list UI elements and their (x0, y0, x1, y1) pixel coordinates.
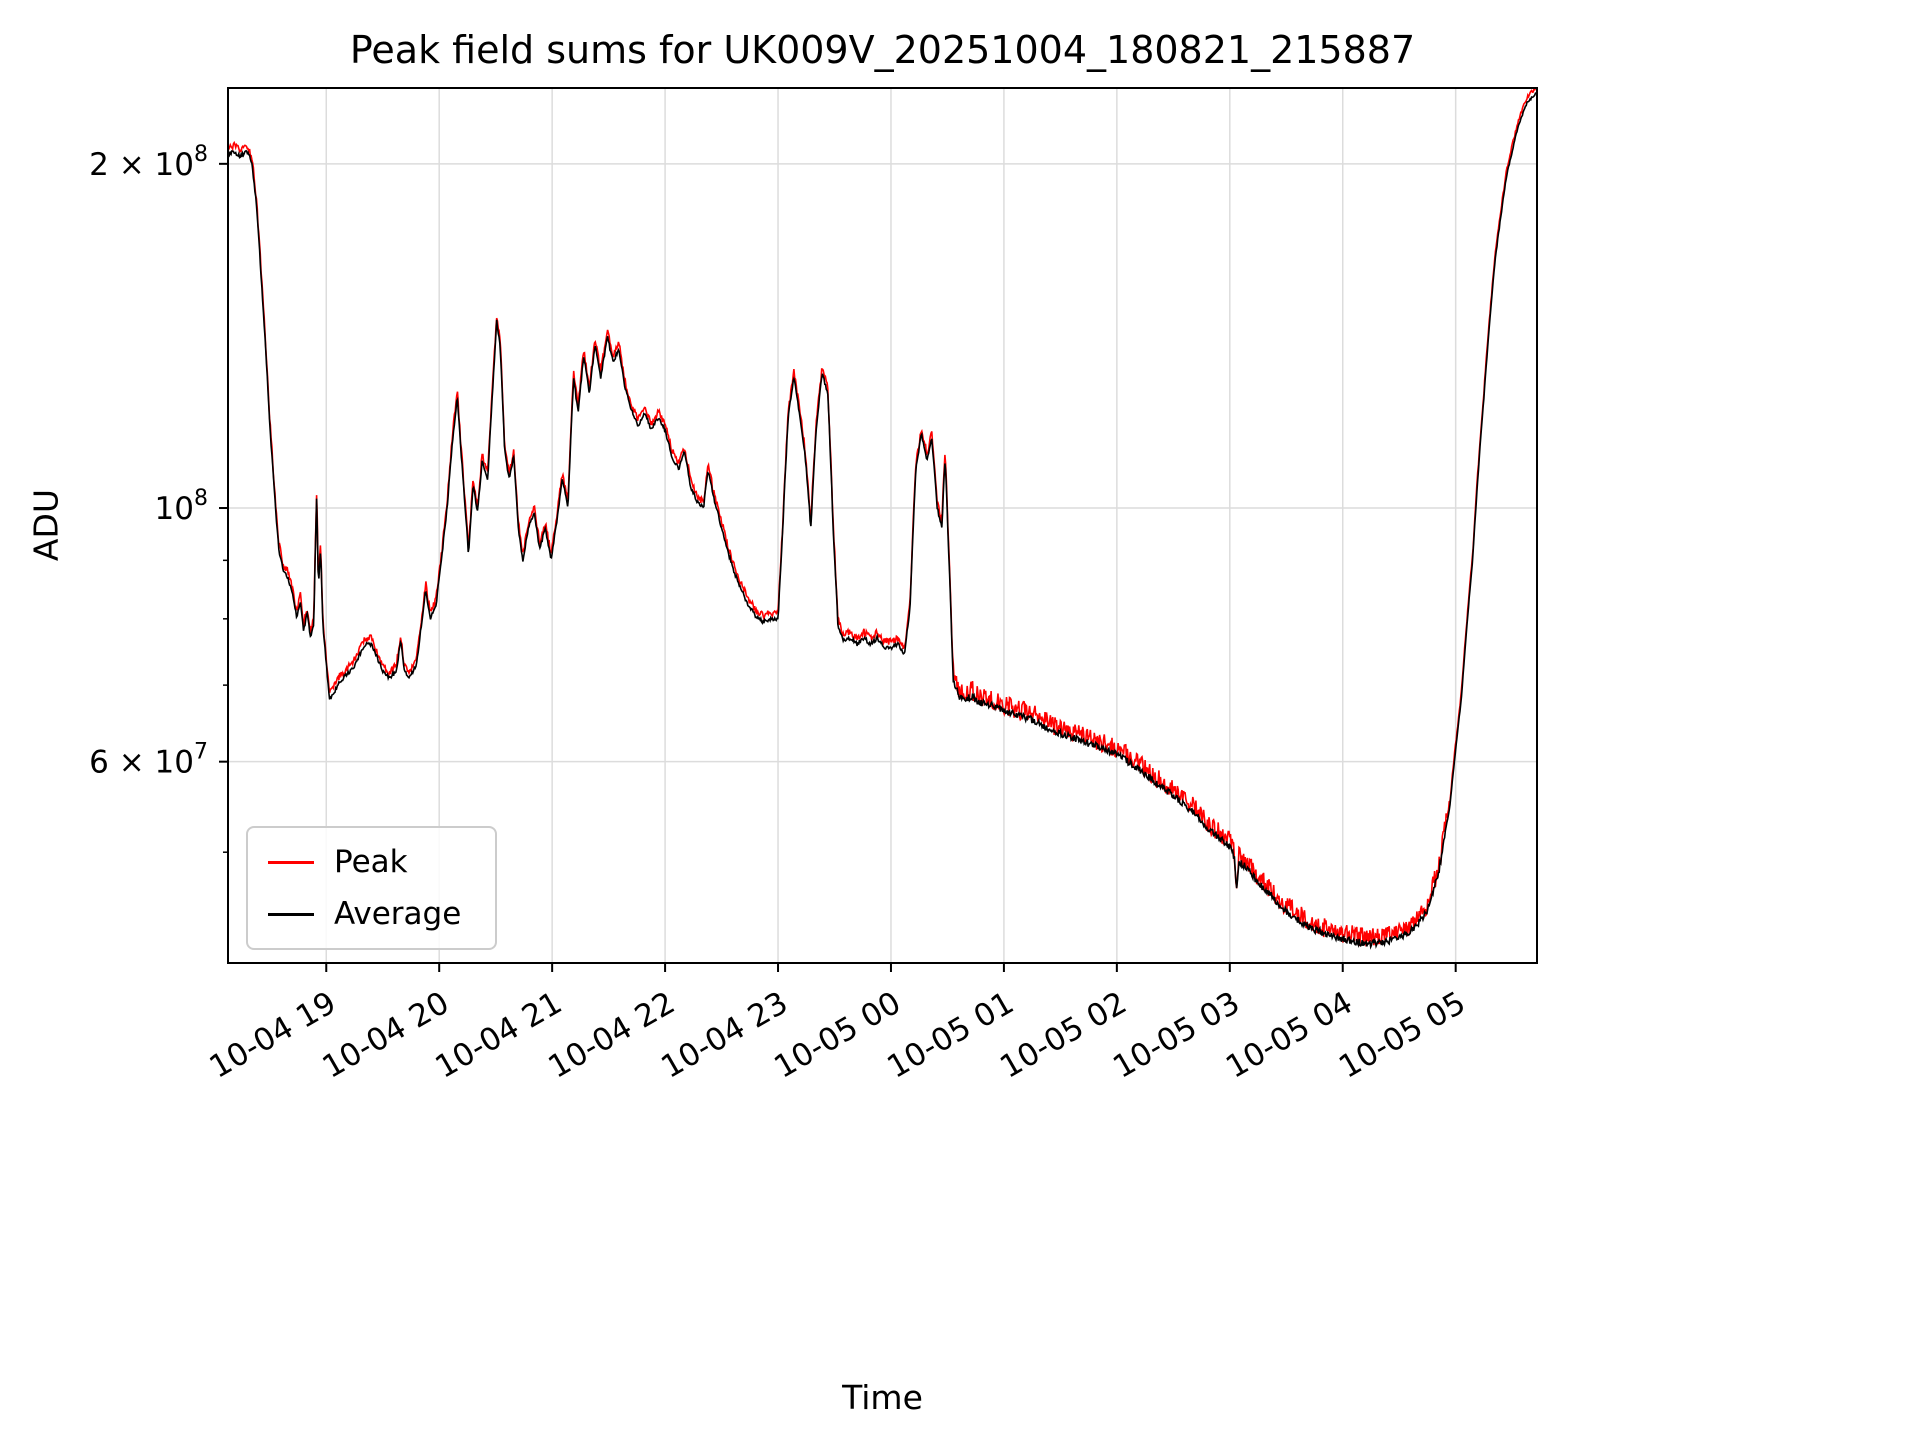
y-tick-label: 2 × 108 (89, 142, 208, 183)
axis-ticks (219, 162, 1457, 972)
x-tick-label: 10-05 00 (768, 985, 907, 1086)
y-tick-label: 6 × 107 (89, 740, 208, 781)
average-series-line (228, 91, 1537, 950)
legend-label-peak: Peak (334, 844, 408, 880)
peak-series-line (228, 88, 1537, 947)
legend-item-peak: Peak (268, 844, 461, 880)
x-tick-label: 10-04 23 (655, 985, 794, 1086)
legend-label-average: Average (334, 896, 462, 932)
x-tick-label: 10-05 03 (1107, 985, 1246, 1086)
x-tick-label: 10-05 05 (1333, 985, 1472, 1086)
x-tick-label: 10-05 02 (994, 985, 1133, 1086)
gridlines (228, 88, 1537, 963)
legend-item-average: Average (268, 896, 461, 932)
x-tick-label: 10-04 20 (316, 985, 455, 1086)
x-axis-label: Time (842, 1378, 923, 1417)
plot-border (227, 87, 1538, 964)
x-tick-label: 10-05 04 (1220, 985, 1359, 1086)
peak-line-swatch (268, 860, 314, 864)
y-tick-label: 108 (155, 486, 208, 527)
average-line-swatch (268, 912, 314, 916)
x-tick-label: 10-04 19 (204, 985, 343, 1086)
legend: Peak Average (246, 826, 498, 950)
chart-title: Peak field sums for UK009V_20251004_1808… (349, 28, 1416, 72)
x-tick-label: 10-04 22 (542, 985, 681, 1086)
x-tick-label: 10-05 01 (881, 985, 1020, 1086)
x-tick-label: 10-04 21 (429, 985, 568, 1086)
